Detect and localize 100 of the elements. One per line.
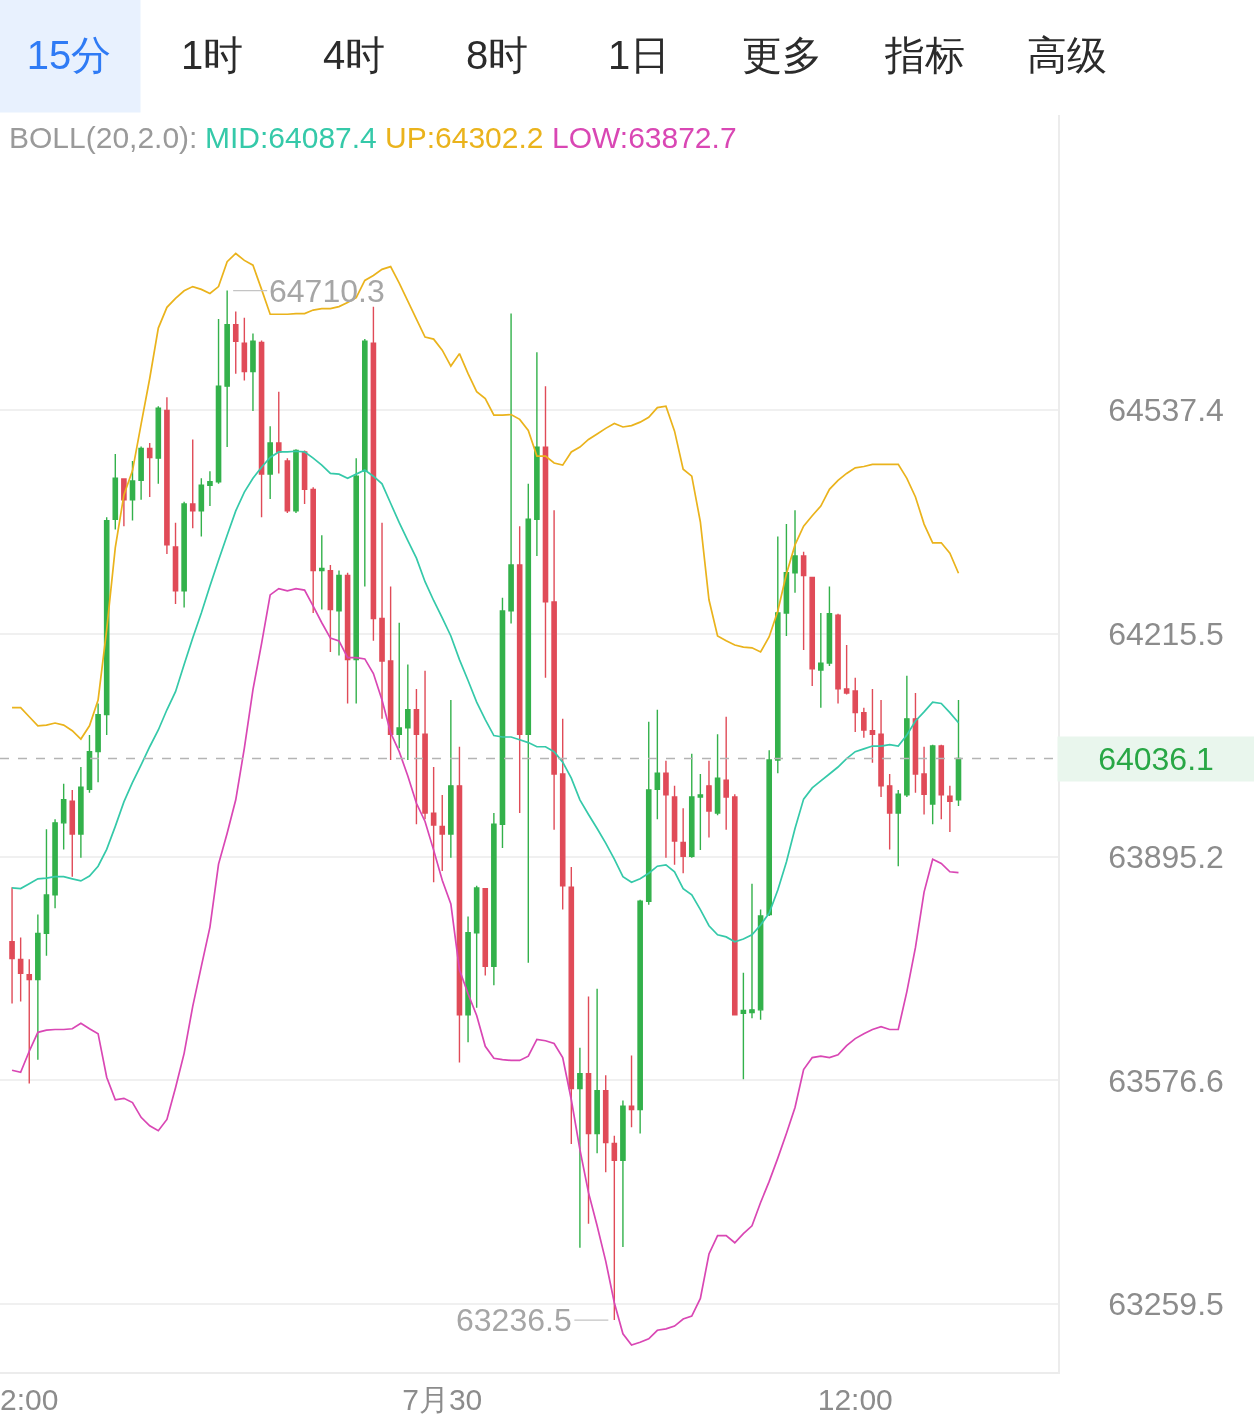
candlestick: [439, 794, 446, 872]
candlestick: [628, 1054, 635, 1128]
candlestick: [310, 486, 316, 614]
candlestick: [749, 883, 755, 1019]
candlestick: [611, 1134, 618, 1321]
candlestick: [637, 899, 643, 1135]
candlestick: [172, 521, 179, 605]
candlestick: [542, 385, 549, 679]
candlestick: [508, 312, 514, 625]
line-series: [11, 450, 960, 943]
candlestick: [792, 509, 798, 594]
candlestick: [155, 405, 162, 485]
text: LOW:63872.7: [552, 121, 737, 154]
text: 指标: [884, 33, 965, 77]
y-tick-label: 64537.4: [1108, 392, 1224, 429]
candlestick: [843, 644, 850, 696]
candlestick: [344, 571, 351, 705]
candlestick: [723, 716, 729, 831]
candlestick: [620, 1099, 626, 1248]
candlestick: [215, 318, 222, 485]
candlestick: [69, 789, 76, 878]
text: 15分: [26, 33, 112, 77]
text: 高级: [1027, 33, 1107, 77]
candlestick: [740, 971, 747, 1081]
candlestick: [189, 438, 196, 529]
candlestick: [706, 760, 712, 839]
candlestick: [275, 390, 282, 475]
line-series: [11, 252, 960, 740]
candlestick: [9, 886, 15, 1005]
candlestick: [78, 766, 84, 859]
candlestick: [146, 442, 153, 498]
candlestick: [886, 773, 893, 851]
candlestick: [861, 707, 867, 739]
candlestick: [353, 457, 360, 705]
candlestick: [783, 523, 790, 637]
candlestick: [645, 720, 652, 906]
candlestick: [95, 702, 101, 784]
candlestick: [430, 766, 437, 883]
candlestick: [224, 289, 230, 448]
candlestick: [929, 743, 936, 825]
candlestick: [766, 749, 773, 917]
candlestick: [17, 936, 24, 1003]
candlestick: [448, 699, 454, 859]
candlestick: [318, 534, 325, 611]
candlestick: [250, 332, 256, 412]
candlestick: [654, 709, 661, 821]
candlestick: [955, 699, 962, 807]
candlestick: [405, 663, 411, 761]
candlestick: [878, 699, 884, 798]
candlestick: [379, 521, 385, 720]
text: 63236.5: [456, 1302, 572, 1338]
candlestick: [947, 785, 953, 833]
candlestick: [731, 793, 738, 1017]
candlestick: [362, 338, 368, 588]
candlestick: [895, 789, 902, 867]
candlestick: [396, 622, 403, 749]
candlestick: [482, 887, 489, 977]
candlestick: [465, 915, 471, 1043]
candlestick: [568, 866, 575, 1145]
candlestick: [86, 734, 93, 794]
legend-title: BOLL(20,2.0):: [9, 121, 198, 154]
candlestick: [26, 958, 33, 1085]
candlestick: [129, 460, 136, 522]
x-tick-label: 12:00: [817, 1382, 893, 1416]
candlestick: [293, 448, 299, 514]
candlestick: [336, 569, 342, 657]
text: 1时: [181, 33, 244, 77]
text: 64036.1: [1098, 741, 1214, 777]
candlestick: [800, 551, 807, 651]
candlestick: [138, 445, 144, 501]
x-tick-label: 7月30: [402, 1382, 483, 1416]
candlestick: [551, 509, 557, 831]
candlestick: [921, 746, 927, 816]
candlestick: [284, 457, 291, 514]
candlestick: [697, 773, 704, 851]
candlestick: [904, 674, 910, 798]
candlestick: [671, 785, 678, 866]
candlestick: [103, 516, 110, 736]
line-series: [11, 587, 960, 1346]
candlestick: [577, 1047, 583, 1249]
candlestick: [181, 501, 187, 609]
candlestick: [688, 753, 695, 859]
candlestick: [516, 525, 523, 814]
candlestick: [852, 677, 859, 733]
candlestick: [35, 913, 41, 1061]
candlestick: [826, 585, 833, 667]
candlestick: [774, 535, 781, 774]
y-tick-label: 63576.6: [1108, 1062, 1224, 1099]
y-tick-label: 63259.5: [1108, 1285, 1224, 1322]
candlestick: [594, 988, 600, 1154]
candlestick: [912, 692, 919, 794]
x-tick-label: 2:00: [0, 1382, 59, 1416]
candlestick: [60, 783, 67, 851]
candlestick: [164, 396, 170, 555]
candlestick: [835, 613, 841, 705]
candlestick: [43, 828, 50, 957]
candlestick: [198, 477, 205, 538]
text: 4时: [323, 33, 386, 77]
candlestick: [267, 425, 273, 500]
candlestick: [241, 316, 248, 382]
